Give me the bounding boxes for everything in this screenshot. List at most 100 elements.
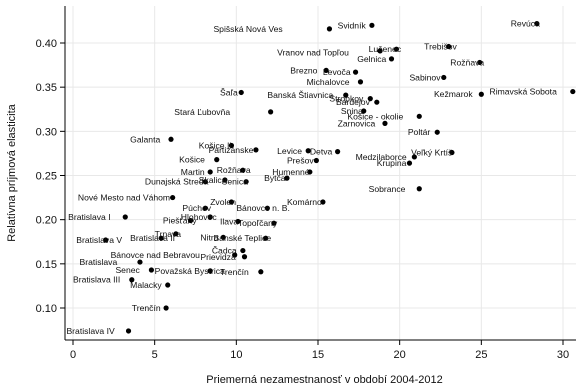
data-point [258, 269, 264, 275]
point-label: Gelnica [357, 54, 386, 64]
point-label: Čadca [212, 246, 237, 256]
y-tick-group: 0.10 0.15 0.20 0.25 0.30 0.35 0.40 [36, 38, 65, 315]
point-label: Humenné [272, 167, 309, 177]
point-label: Bratislava II [130, 233, 175, 243]
data-point [158, 235, 164, 241]
point-labels: Revúca Svidník Spišská Nová Ves Trebišov Luč… [66, 19, 557, 336]
x-tick-label: 0 [70, 349, 76, 361]
data-point [202, 179, 208, 185]
data-point [168, 136, 174, 142]
point-label: Košice - okolie [347, 111, 403, 121]
point-label: Levice [277, 146, 302, 156]
data-point [361, 108, 367, 114]
data-point [335, 149, 341, 155]
data-point [357, 79, 364, 85]
data-point [441, 74, 447, 81]
point-label: Trebišov [424, 42, 457, 52]
point-label: Piešťany [163, 216, 197, 226]
axes [64, 6, 576, 341]
point-label: Banská Štiavnica [267, 90, 333, 100]
y-axis-title: Relatívna príjmová elasticita [6, 103, 18, 241]
data-point [238, 89, 244, 96]
data-point [534, 20, 540, 27]
point-label: Košice II [199, 140, 232, 150]
y-tick-label: 0.15 [36, 259, 57, 271]
data-point [125, 328, 132, 334]
point-label: Senec [115, 265, 140, 275]
data-point [241, 254, 248, 260]
point-label: Bratislava IV [66, 326, 115, 336]
point-label: Kežmarok [434, 89, 473, 99]
data-point [416, 186, 422, 192]
point-label: Levoča [323, 67, 351, 77]
point-label: Senica [222, 177, 248, 187]
data-point [263, 235, 269, 241]
point-label: Stropkov [329, 94, 364, 104]
data-point [173, 231, 179, 237]
data-point [207, 268, 213, 274]
point-label: Bytča [264, 173, 286, 183]
point-label: Sobrance [369, 184, 406, 194]
point-label: Rimavská Sobota [490, 87, 558, 97]
data-point [222, 177, 228, 183]
y-tick-label: 0.40 [36, 38, 57, 50]
point-label: Šaľa [220, 87, 238, 97]
x-tick-label: 15 [312, 349, 324, 361]
point-label: Revúca [511, 19, 540, 29]
point-label: Trenčín [132, 303, 161, 313]
data-point [129, 277, 135, 283]
x-tick-label: 25 [475, 349, 487, 361]
data-point [382, 120, 388, 126]
data-point [122, 214, 128, 220]
point-label: Bratislava I [68, 212, 111, 222]
data-point [207, 214, 213, 220]
data-point [570, 88, 576, 95]
point-label: Púchov [182, 203, 211, 213]
point-label: Ilava [220, 216, 238, 226]
x-tick-label: 30 [557, 349, 569, 361]
point-label: Detva [310, 147, 333, 157]
y-tick-label: 0.20 [36, 215, 57, 227]
point-label: Považská Bystrica [155, 266, 225, 276]
point-label: Martin [181, 167, 205, 177]
data-point [326, 26, 333, 32]
point-label: Košice [179, 155, 205, 165]
point-label: Rožňava [217, 165, 251, 175]
data-point [235, 218, 241, 225]
data-point [320, 199, 326, 205]
data-point [323, 67, 329, 73]
y-tick-label: 0.35 [36, 82, 57, 94]
point-label: Trenčín [220, 267, 249, 277]
data-point [228, 142, 235, 149]
data-point [103, 237, 109, 243]
data-point [313, 157, 319, 164]
data-point [449, 149, 455, 156]
x-tick-label: 5 [152, 349, 158, 361]
data-point [165, 282, 171, 288]
data-point [240, 167, 246, 173]
data-point [307, 169, 313, 175]
point-label: Galanta [130, 134, 160, 144]
point-label: Bardejov [336, 97, 371, 107]
data-point [411, 154, 417, 160]
data-point [214, 157, 220, 163]
point-label: Vranov nad Topľou [277, 48, 349, 58]
data-point [228, 199, 235, 205]
point-label: Lučenec [369, 44, 402, 54]
data-point [388, 56, 395, 62]
data-point [284, 175, 290, 181]
point-label: Topoľčany [238, 218, 278, 228]
data-point [271, 220, 277, 226]
data-point [478, 91, 484, 97]
point-label: Bánovce nad Bebravou [111, 250, 201, 260]
data-point [137, 259, 143, 265]
point-label: Dunajská Streda [145, 177, 209, 187]
point-label: Nitra [200, 232, 218, 242]
data-point [170, 194, 176, 201]
data-point [374, 99, 380, 105]
point-label: Svidník [338, 20, 367, 30]
point-label: Snina [341, 106, 363, 116]
data-point [232, 252, 238, 258]
point-label: Bratislava III [73, 275, 120, 285]
